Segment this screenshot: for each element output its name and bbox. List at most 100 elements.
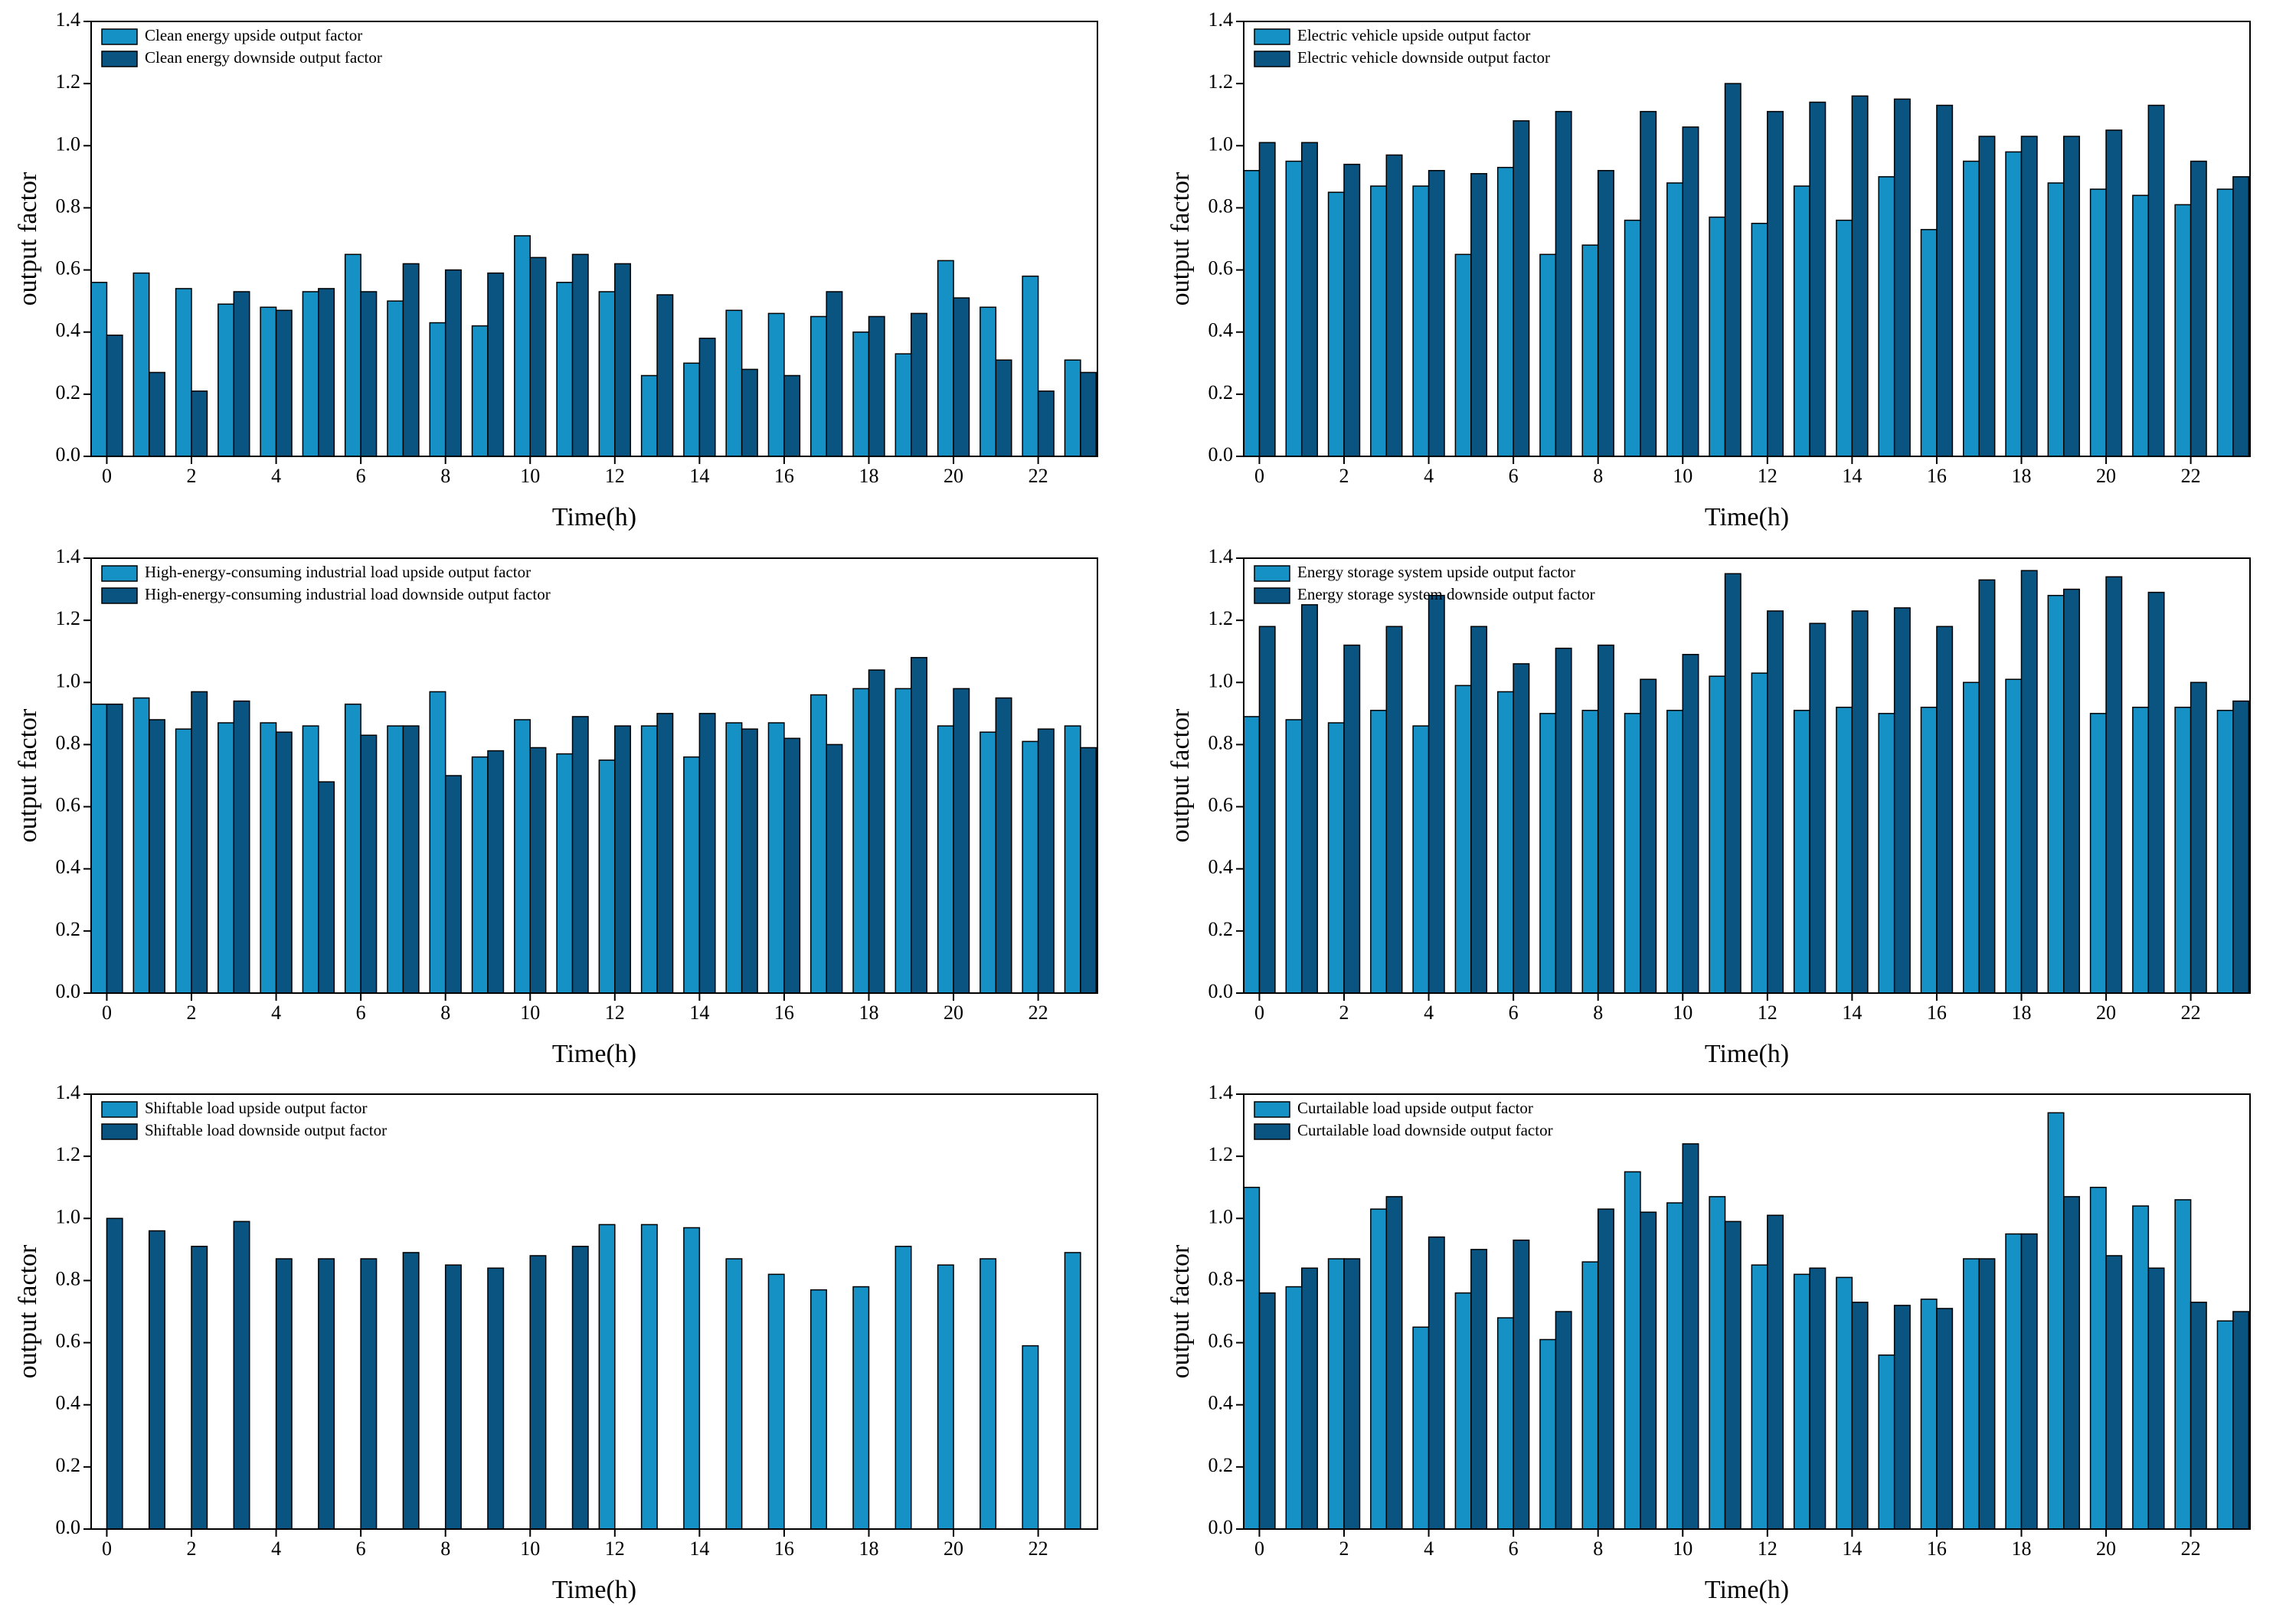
bar xyxy=(783,737,801,994)
bar xyxy=(2005,678,2023,994)
x-tick-label: 4 xyxy=(1424,1537,1434,1560)
bar xyxy=(387,725,404,994)
bar xyxy=(1624,713,1641,994)
bar xyxy=(1428,594,1445,994)
bar xyxy=(90,282,108,457)
x-tick-label: 4 xyxy=(1424,1002,1434,1024)
y-axis-label: output factor xyxy=(1166,172,1195,306)
bar xyxy=(868,315,885,457)
bar xyxy=(1412,1326,1430,1530)
bar xyxy=(1893,1305,1911,1530)
plot-frame xyxy=(1243,1093,2251,1530)
bar xyxy=(1470,1249,1488,1530)
x-tick-label: 12 xyxy=(605,1537,625,1560)
bar xyxy=(1496,691,1514,994)
x-axis-label: Time(h) xyxy=(552,1040,636,1068)
x-tick-label: 8 xyxy=(440,1002,450,1024)
y-tick-label: 1.4 xyxy=(1208,8,1234,31)
bar xyxy=(148,371,165,457)
y-tick-label: 0.2 xyxy=(1208,381,1234,404)
bar xyxy=(953,297,970,457)
x-tick-label: 12 xyxy=(605,1002,625,1024)
x-tick-label: 12 xyxy=(1758,1002,1778,1024)
y-tick-label: 0.2 xyxy=(56,381,81,404)
x-tick-label: 22 xyxy=(2181,1002,2201,1024)
x-tick-label: 18 xyxy=(2011,465,2031,487)
bar xyxy=(1385,626,1403,994)
bar xyxy=(106,1217,123,1530)
bar xyxy=(2174,204,2192,457)
bar xyxy=(2105,129,2123,457)
bar xyxy=(2047,1112,2065,1530)
x-tick-label: 10 xyxy=(1673,1002,1692,1024)
bar xyxy=(318,781,335,994)
bar xyxy=(148,719,165,994)
bar xyxy=(1597,1208,1614,1530)
subplot: 0.0 0.2 0.4 0.6 0.8 1.0 1.2 1.4 0 2 4 6 8 10 12 14 16 18 2… xyxy=(1166,545,2251,1068)
bar xyxy=(233,700,250,994)
y-axis-label: output factor xyxy=(1166,708,1195,842)
bar xyxy=(1300,604,1318,994)
bar xyxy=(2232,1311,2250,1530)
bar xyxy=(1064,725,1081,994)
y-tick-label: 0.0 xyxy=(1208,443,1234,466)
bar xyxy=(937,260,954,457)
bar xyxy=(1243,1186,1261,1530)
y-tick-label: 1.2 xyxy=(56,607,81,629)
bar xyxy=(741,368,758,457)
x-tick-label: 0 xyxy=(1254,1002,1264,1024)
x-tick-label: 10 xyxy=(520,465,540,487)
bar xyxy=(275,309,293,457)
bar xyxy=(953,688,970,994)
bar xyxy=(402,725,420,994)
subplot: 0.0 0.2 0.4 0.6 0.8 1.0 1.2 1.4 0 2 4 6 8 10 12 14 16 18 2… xyxy=(1166,1081,2251,1604)
x-tick-label: 6 xyxy=(1509,1537,1519,1560)
bar xyxy=(1724,1220,1742,1530)
y-tick-label: 1.0 xyxy=(56,132,81,155)
bar xyxy=(1454,1292,1472,1530)
legend-swatch xyxy=(1254,587,1290,604)
y-tick-label: 1.4 xyxy=(56,8,81,31)
bar xyxy=(487,750,505,994)
bar xyxy=(1555,647,1572,994)
bar xyxy=(1793,710,1810,994)
bar xyxy=(1809,1267,1827,1530)
y-tick-label: 1.0 xyxy=(1208,669,1234,691)
plot-frame xyxy=(1243,557,2251,994)
bar xyxy=(571,716,589,994)
x-axis-label: Time(h) xyxy=(1705,503,1789,531)
bar xyxy=(1581,710,1599,994)
bar xyxy=(640,1224,658,1530)
bar xyxy=(698,338,716,457)
x-tick-label: 2 xyxy=(187,1002,197,1024)
x-tick-label: 4 xyxy=(271,1537,281,1560)
bar xyxy=(1767,110,1784,457)
bar xyxy=(1682,126,1699,457)
legend-label: Electric vehicle downside output factor xyxy=(1297,48,1550,67)
y-tick-label: 0.4 xyxy=(1208,1392,1234,1414)
bar xyxy=(2232,700,2250,994)
y-tick-label: 0.6 xyxy=(56,794,81,816)
bar xyxy=(1037,390,1055,457)
bar xyxy=(2190,681,2207,994)
bar xyxy=(894,688,912,994)
subplot: 0.0 0.2 0.4 0.6 0.8 1.0 1.2 1.4 0 2 4 6 8 10 12 14 16 18 2… xyxy=(14,545,1098,1068)
x-tick-label: 6 xyxy=(356,1002,366,1024)
bar xyxy=(980,731,997,994)
bar xyxy=(1793,1273,1810,1530)
y-tick-label: 0.0 xyxy=(56,443,81,466)
bar xyxy=(725,722,743,994)
bar xyxy=(1878,1354,1895,1530)
bar xyxy=(937,1264,954,1530)
bar xyxy=(1624,219,1641,457)
bar xyxy=(1963,681,1980,994)
bar xyxy=(1920,1299,1938,1530)
plot-frame xyxy=(90,21,1098,457)
bar xyxy=(911,312,927,457)
x-tick-label: 20 xyxy=(944,1002,963,1024)
x-tick-label: 6 xyxy=(356,1537,366,1560)
bar xyxy=(2105,1255,2123,1530)
y-axis-label: output factor xyxy=(14,708,42,842)
bar xyxy=(852,331,870,457)
x-axis-label: Time(h) xyxy=(1705,1040,1789,1068)
